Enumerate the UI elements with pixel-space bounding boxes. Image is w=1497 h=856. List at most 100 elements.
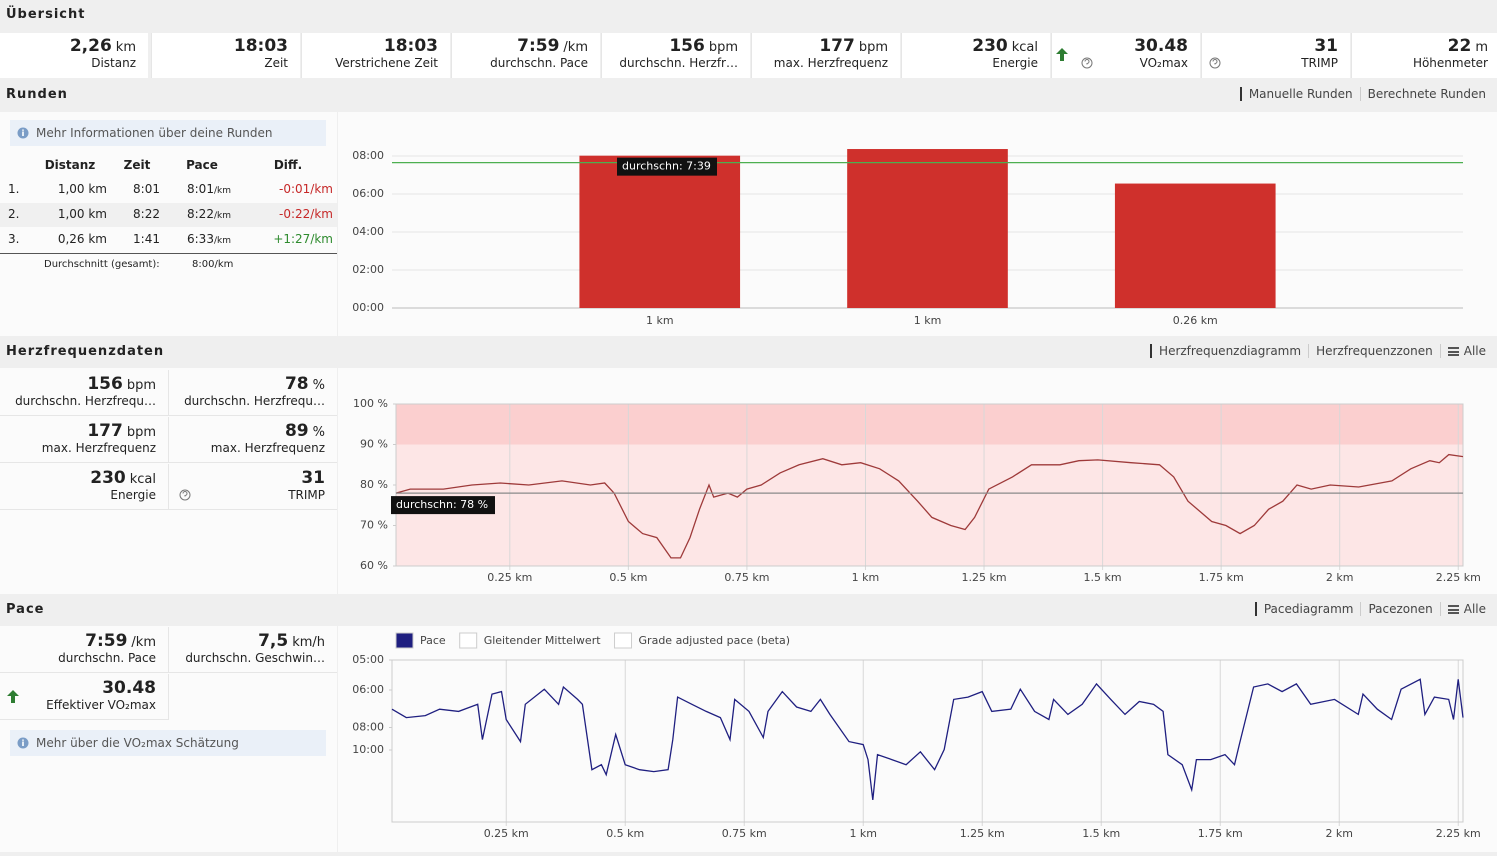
y-tick-label: 00:00 bbox=[352, 301, 384, 314]
hr-zone bbox=[396, 444, 1463, 566]
stat-cell: 230 kcal Energie bbox=[0, 464, 169, 510]
tab-label: Berechnete Runden bbox=[1367, 87, 1486, 101]
stat-value: 2,26 bbox=[69, 36, 112, 56]
info-box: Mehr Informationen über deine Runden bbox=[10, 120, 326, 146]
stat-line: 89% bbox=[169, 421, 325, 441]
y-tick-label: 05:00 bbox=[352, 653, 384, 666]
legend-label[interactable]: Pace bbox=[420, 634, 446, 647]
tabs: Herzfrequenzdiagramm Herzfrequenzzonen All… bbox=[1150, 344, 1493, 358]
y-tick-label: 06:00 bbox=[352, 683, 384, 696]
lap-diff: -0:01/km bbox=[279, 182, 333, 196]
plot-frame bbox=[391, 659, 1464, 823]
stat-line: 2,26 km bbox=[0, 36, 136, 56]
section-title: Runden bbox=[6, 87, 68, 102]
bar bbox=[847, 149, 1008, 308]
menu-icon bbox=[1447, 605, 1459, 614]
lap-time: 8:22 bbox=[133, 207, 160, 221]
stat-value: 7:59 bbox=[517, 36, 560, 56]
average-label-box bbox=[391, 496, 495, 515]
tab[interactable]: Herzfrequenzdiagramm bbox=[1150, 344, 1309, 358]
x-tick-label: 1.25 km bbox=[961, 571, 1006, 584]
stat-label: durchschn. Geschwin… bbox=[185, 651, 325, 665]
y-tick-label: 90 % bbox=[360, 438, 388, 451]
stat-value: 31 bbox=[1314, 36, 1338, 56]
stat-line: 78% bbox=[169, 374, 325, 394]
legend-label[interactable]: Gleitender Mittelwert bbox=[484, 634, 602, 647]
stat-cell: 89% max. Herzfrequenz bbox=[169, 417, 337, 463]
x-tick-label: 1.5 km bbox=[1082, 827, 1120, 840]
stat-label: durchschn. Herzfrequ… bbox=[184, 394, 325, 408]
lap-distance: 1,00 km bbox=[57, 182, 107, 196]
tab-label: Pacediagramm bbox=[1263, 602, 1354, 616]
table-header: Distanz bbox=[44, 158, 96, 172]
tab[interactable]: Pacezonen bbox=[1360, 602, 1440, 616]
stat-label: TRIMP bbox=[1301, 56, 1338, 70]
tab[interactable]: Alle bbox=[1439, 344, 1493, 358]
x-tick-label: 2.25 km bbox=[1436, 571, 1481, 584]
stat-unit: /km bbox=[563, 40, 588, 55]
tab[interactable]: Berechnete Runden bbox=[1359, 87, 1493, 101]
section-title: Herzfrequenzdaten bbox=[6, 344, 165, 359]
stat-value: 230 bbox=[90, 468, 126, 488]
stat-line: 18:03 bbox=[302, 36, 438, 56]
section-title: Übersicht bbox=[6, 7, 86, 22]
stat-label: Zeit bbox=[264, 56, 288, 70]
pace-chart-panel bbox=[338, 626, 1497, 852]
stat-cell: 18:03 Verstrichene Zeit bbox=[301, 33, 450, 78]
average-value: 8:00/km bbox=[192, 259, 234, 270]
lap-no: 3. bbox=[8, 232, 20, 246]
stat-line: 18:03 bbox=[152, 36, 288, 56]
stat-value: 7:59 bbox=[85, 631, 128, 651]
stat-value: 22 bbox=[1447, 36, 1472, 56]
stat-cell: 177 bpm max. Herzfrequenz bbox=[751, 33, 900, 78]
stat-cell: 156 bpm durchschn. Herzfrequ… bbox=[0, 370, 169, 416]
tab-label: Manuelle Runden bbox=[1248, 87, 1353, 101]
lap-pace-value: 8:01 bbox=[187, 182, 214, 196]
stat-cell: 22 m Höhenmeter bbox=[1351, 33, 1497, 78]
tab[interactable]: Alle bbox=[1439, 602, 1493, 616]
legend-label[interactable]: Grade adjusted pace (beta) bbox=[639, 634, 791, 647]
y-tick-label: 08:00 bbox=[352, 149, 384, 162]
stat-line: 31 bbox=[169, 468, 325, 488]
stat-cell: 18:03 Zeit bbox=[151, 33, 300, 78]
stat-unit: kcal bbox=[1011, 40, 1038, 55]
stat-cell: 30.48 VO₂max bbox=[1051, 33, 1200, 78]
average-label: Durchschnitt (gesamt): bbox=[44, 259, 160, 270]
x-tick-label: 1 km bbox=[914, 314, 942, 327]
y-tick-label: 60 % bbox=[360, 559, 388, 572]
y-tick-label: 10:00 bbox=[352, 743, 384, 756]
stat-unit: bpm bbox=[126, 378, 156, 393]
stat-line: 22 m bbox=[1352, 36, 1488, 56]
stat-value: 30.48 bbox=[1134, 36, 1188, 56]
stat-cell: 156 bpm durchschn. Herzfr… bbox=[601, 33, 750, 78]
x-tick-label: 0.75 km bbox=[722, 827, 767, 840]
average-label: durchschn: 7:39 bbox=[622, 160, 711, 173]
x-tick-label: 0.75 km bbox=[724, 571, 769, 584]
stat-label: Höhenmeter bbox=[1412, 56, 1488, 70]
stat-cell: 2,26 km Distanz bbox=[0, 33, 148, 78]
bar bbox=[1114, 183, 1276, 308]
tab[interactable]: Herzfrequenzzonen bbox=[1308, 344, 1440, 358]
stat-cell: 7:59/km durchschn. Pace bbox=[0, 627, 169, 673]
tab-label: Alle bbox=[1463, 602, 1486, 616]
stat-label: Energie bbox=[992, 56, 1038, 70]
tab-label: Alle bbox=[1463, 344, 1486, 358]
stat-label: max. Herzfrequenz bbox=[41, 441, 156, 455]
table-header: Diff. bbox=[273, 158, 303, 172]
x-tick-label: 2 km bbox=[1326, 571, 1354, 584]
x-tick-label: 1 km bbox=[646, 314, 674, 327]
stat-unit: km/h bbox=[292, 635, 325, 650]
y-tick-label: 70 % bbox=[360, 519, 388, 532]
stat-label: durchschn. Pace bbox=[490, 56, 588, 70]
stat-cell: 177 bpm max. Herzfrequenz bbox=[0, 417, 169, 463]
tab[interactable]: Pacediagramm bbox=[1254, 602, 1361, 616]
x-tick-label: 0.5 km bbox=[606, 827, 644, 840]
lap-diff: -0:22/km bbox=[279, 207, 333, 221]
tab[interactable]: Manuelle Runden bbox=[1239, 87, 1360, 101]
stat-unit: kcal bbox=[129, 472, 156, 487]
legend-swatch bbox=[614, 632, 633, 649]
stat-line: 7:59/km bbox=[0, 631, 156, 651]
stat-unit: bpm bbox=[126, 425, 156, 440]
y-tick-label: 06:00 bbox=[352, 187, 384, 200]
table-header: Pace bbox=[186, 158, 218, 172]
